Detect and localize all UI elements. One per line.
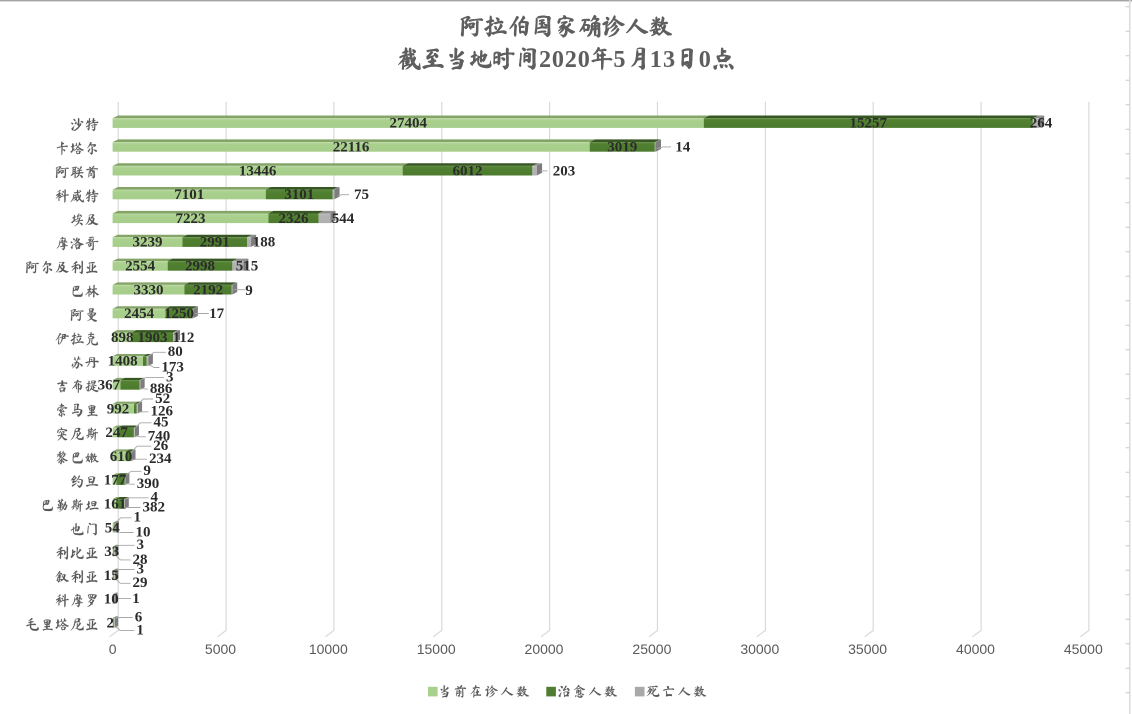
svg-text:992: 992 (107, 401, 130, 417)
svg-text:29: 29 (133, 575, 148, 591)
svg-text:610: 610 (110, 449, 133, 465)
svg-text:173: 173 (161, 359, 184, 375)
svg-text:126: 126 (151, 404, 174, 420)
svg-text:3: 3 (137, 561, 145, 577)
svg-text:177: 177 (104, 473, 127, 489)
svg-text:0: 0 (109, 641, 117, 657)
svg-text:2192: 2192 (193, 282, 223, 298)
svg-text:15000: 15000 (417, 641, 456, 657)
svg-text:5: 5 (613, 46, 625, 73)
svg-text:17: 17 (209, 306, 225, 322)
svg-text:25000: 25000 (632, 641, 671, 657)
svg-text:33: 33 (104, 544, 119, 560)
svg-text:1: 1 (132, 591, 140, 607)
svg-text:2: 2 (106, 616, 114, 632)
svg-text:15257: 15257 (850, 116, 888, 132)
svg-text:13: 13 (650, 46, 675, 73)
svg-text:10000: 10000 (309, 641, 348, 657)
svg-text:20000: 20000 (525, 641, 564, 657)
svg-text:1250: 1250 (164, 306, 194, 322)
svg-text:54: 54 (105, 520, 121, 536)
svg-text:4: 4 (151, 490, 159, 506)
svg-text:2554: 2554 (125, 259, 156, 275)
svg-text:544: 544 (332, 211, 355, 227)
svg-text:3: 3 (137, 537, 145, 553)
svg-text:382: 382 (143, 499, 166, 515)
svg-text:2991: 2991 (200, 235, 230, 251)
svg-text:27404: 27404 (389, 116, 427, 132)
svg-text:3101: 3101 (284, 187, 314, 203)
svg-text:3330: 3330 (134, 282, 164, 298)
svg-text:886: 886 (150, 381, 173, 397)
svg-text:9: 9 (245, 283, 253, 299)
svg-text:30000: 30000 (740, 641, 779, 657)
svg-text:22116: 22116 (333, 140, 370, 156)
svg-text:264: 264 (1030, 116, 1053, 132)
svg-text:1408: 1408 (108, 354, 138, 370)
svg-text:75: 75 (354, 187, 369, 203)
svg-text:13446: 13446 (239, 163, 277, 179)
svg-text:112: 112 (173, 330, 195, 346)
svg-text:161: 161 (104, 497, 127, 513)
svg-text:28: 28 (133, 552, 148, 568)
svg-text:247: 247 (105, 425, 128, 441)
svg-text:45000: 45000 (1064, 641, 1103, 657)
svg-text:26: 26 (153, 438, 169, 454)
svg-text:14: 14 (675, 140, 691, 156)
svg-text:2326: 2326 (279, 211, 310, 227)
svg-text:1903: 1903 (138, 330, 168, 346)
svg-text:3019: 3019 (607, 140, 637, 156)
svg-text:7101: 7101 (174, 187, 204, 203)
svg-text:515: 515 (236, 259, 259, 275)
svg-text:203: 203 (553, 163, 576, 179)
svg-text:6012: 6012 (453, 163, 483, 179)
svg-text:390: 390 (137, 476, 160, 492)
svg-text:234: 234 (149, 451, 172, 467)
svg-text:1: 1 (136, 623, 144, 639)
svg-text:10: 10 (136, 524, 151, 540)
svg-text:2020: 2020 (539, 46, 590, 73)
svg-text:15: 15 (104, 568, 119, 584)
svg-text:2454: 2454 (124, 306, 155, 322)
svg-text:3: 3 (166, 370, 174, 386)
svg-text:52: 52 (155, 391, 170, 407)
svg-text:188: 188 (253, 235, 276, 251)
svg-text:3239: 3239 (133, 235, 163, 251)
svg-text:10: 10 (104, 592, 119, 608)
svg-text:2998: 2998 (185, 259, 215, 275)
svg-text:45: 45 (154, 415, 169, 431)
svg-text:5000: 5000 (205, 641, 236, 657)
svg-text:7223: 7223 (176, 211, 206, 227)
svg-text:0: 0 (699, 46, 711, 73)
svg-text:80: 80 (168, 344, 183, 360)
svg-text:9: 9 (143, 463, 151, 479)
svg-text:6: 6 (135, 609, 143, 625)
svg-text:740: 740 (148, 429, 171, 445)
svg-text:898: 898 (111, 330, 134, 346)
svg-text:40000: 40000 (956, 641, 995, 657)
svg-text:367: 367 (98, 378, 121, 394)
svg-text:35000: 35000 (848, 641, 887, 657)
svg-text:1: 1 (134, 510, 142, 526)
